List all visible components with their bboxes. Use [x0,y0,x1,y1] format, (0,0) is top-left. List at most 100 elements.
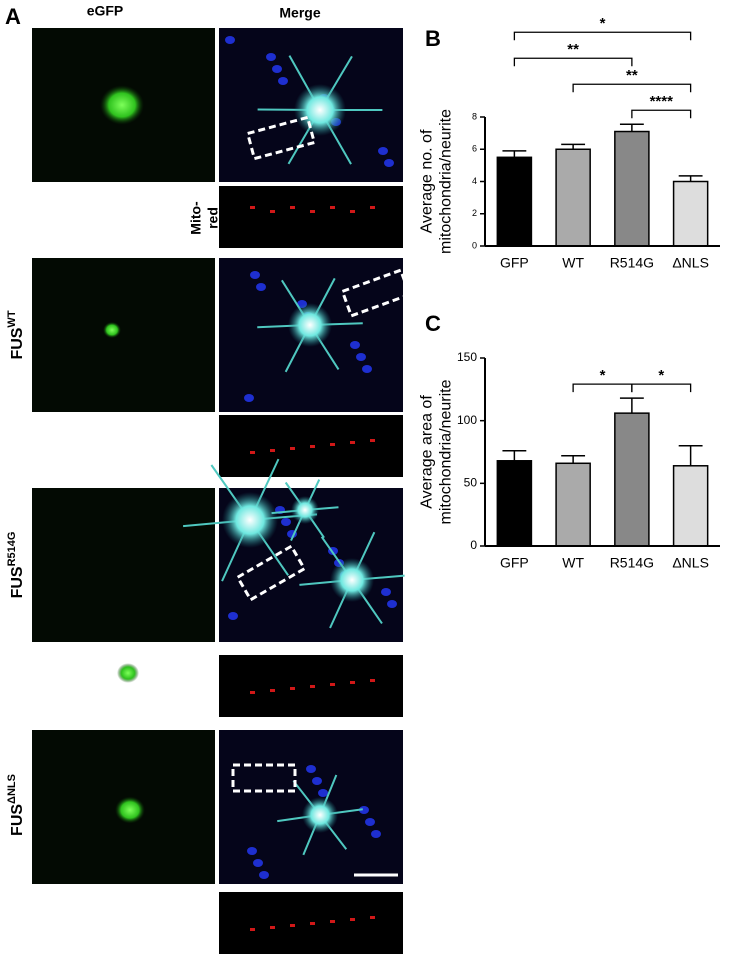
bar [555,462,591,547]
bar [496,460,533,547]
x-tick-label: R514G [610,555,654,571]
merge-cell [302,797,338,833]
merge-cell [291,496,319,524]
mito-dot [250,691,255,694]
nucleus [253,859,263,867]
egfp-image [32,258,215,412]
mito-dot [370,439,375,442]
x-tick-label: GFP [500,555,529,571]
column-label: eGFP [87,3,124,19]
egfp-cell [117,663,139,683]
significance-label: * [600,367,606,384]
y-axis-label-line: Average area of [419,395,436,509]
significance-label: ** [567,41,579,58]
nucleus [266,53,276,61]
mito-dot [250,206,255,209]
row-label-sup: WT [6,310,18,327]
nucleus [381,588,391,596]
panel-label: B [425,26,441,51]
panel-label: C [425,311,441,336]
row-label-sup: ΔNLS [6,774,18,804]
significance-bracket [631,383,692,393]
significance-bracket [572,383,633,393]
significance-bracket [513,57,633,67]
nucleus [247,847,257,855]
mito-dot [350,210,355,213]
mito-dot [330,920,335,923]
merge-cell [222,492,278,548]
mito-label: Mito-red [188,201,221,235]
nucleus [371,830,381,838]
nucleus [384,159,394,167]
x-tick-label: ΔNLS [672,255,709,271]
mito-dot [350,918,355,921]
mito-dot [330,206,335,209]
mito-label-line: Mito- [188,201,204,235]
nucleus [225,36,235,44]
egfp-image [32,488,215,642]
mito-dot [370,206,375,209]
x-tick-label: R514G [610,255,654,271]
significance-label: * [600,15,606,32]
merge-cell [294,84,346,136]
mito-dot [310,210,315,213]
nucleus [350,341,360,349]
mito-dot [310,445,315,448]
mito-dot [330,443,335,446]
nucleus [365,818,375,826]
column-label: Merge [279,5,320,21]
bar [555,148,591,247]
mito-dot [250,928,255,931]
y-tick-label: 100 [457,413,477,427]
panel-label: A [5,4,21,29]
nucleus [359,806,369,814]
bar [496,156,533,247]
nucleus [278,77,288,85]
nucleus [228,612,238,620]
y-axis-label: Average no. of mitochondria/neurite [419,109,455,254]
nucleus [281,518,291,526]
y-tick-label: 4 [472,176,477,186]
nucleus [356,353,366,361]
nucleus [244,394,254,402]
x-tick-label: WT [562,555,584,571]
nucleus [259,871,269,879]
y-axis-label-line: mitochondria/neurite [438,379,455,524]
mito-dot [350,441,355,444]
row-label: FUSΔNLS [6,774,26,836]
y-axis-label: Average area of mitochondria/neurite [419,379,455,524]
mito-dot [350,681,355,684]
mito-dot [270,926,275,929]
bar [672,180,709,247]
mito-dot [290,924,295,927]
egfp-cell [100,85,144,125]
mito-dot [290,447,295,450]
y-axis-label-line: mitochondria/neurite [438,109,455,254]
bar [614,130,650,247]
significance-label: ** [626,67,638,84]
mito-dot [270,210,275,213]
y-tick-label: 8 [472,111,477,121]
mito-dot [370,679,375,682]
mito-dot [310,922,315,925]
y-tick-label: 0 [472,240,477,250]
mito-dot [250,451,255,454]
row-label-name: FUS [9,566,26,598]
nucleus [318,789,328,797]
x-tick-label: WT [562,255,584,271]
nucleus [387,600,397,608]
row-label-name: FUS [9,327,26,359]
y-tick-label: 0 [470,538,477,552]
mito-dot [270,689,275,692]
y-tick-label: 6 [472,144,477,154]
y-tick-label: 2 [472,208,477,218]
mito-dot [290,687,295,690]
merge-cell [288,303,332,347]
mito-label-line: red [205,207,221,229]
merge-cell [330,558,374,602]
mito-dot [290,206,295,209]
nucleus [306,765,316,773]
mito-dot [370,916,375,919]
bar [614,412,650,547]
